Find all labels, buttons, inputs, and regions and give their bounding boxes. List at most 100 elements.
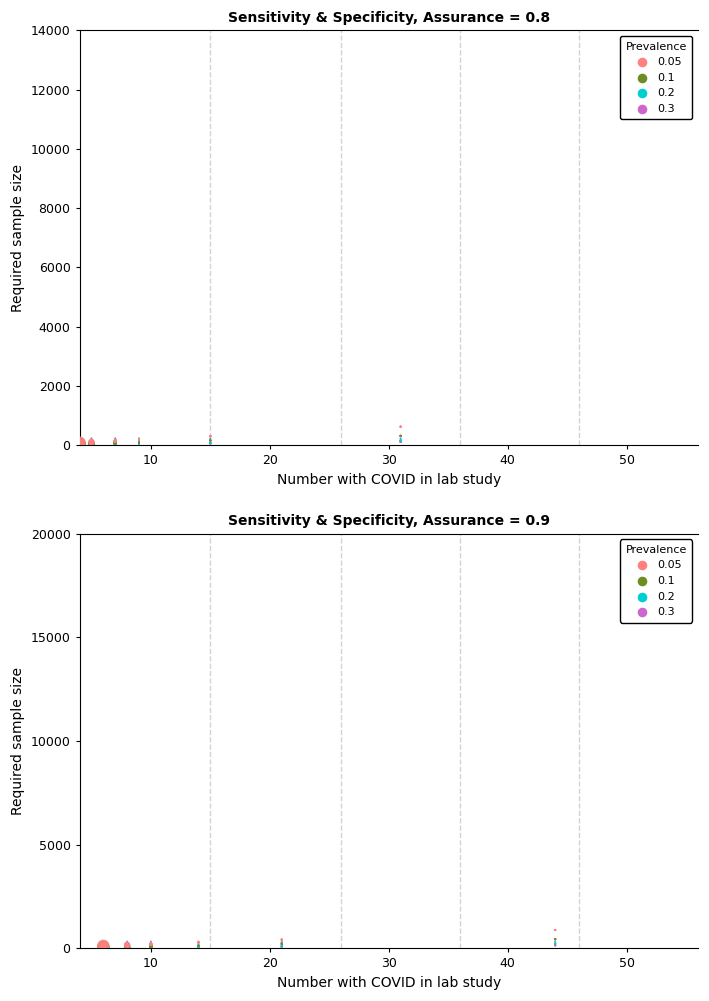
Point: [121, 939, 133, 955]
Point: [133, 431, 145, 447]
Point: [145, 940, 157, 956]
Point: [145, 936, 157, 952]
Point: [145, 940, 157, 956]
Point: [395, 432, 406, 448]
Point: [74, 435, 85, 451]
Point: [74, 436, 85, 452]
Point: [205, 434, 216, 450]
Point: [121, 940, 133, 956]
Point: [276, 934, 287, 950]
Point: [205, 431, 216, 447]
Point: [98, 938, 109, 954]
Point: [74, 435, 85, 451]
Point: [133, 434, 145, 450]
Point: [86, 435, 97, 451]
Point: [110, 435, 121, 451]
Point: [86, 434, 97, 450]
Point: [276, 936, 287, 952]
Point: [86, 436, 97, 452]
Point: [74, 435, 85, 451]
Point: [145, 939, 157, 955]
Point: [145, 935, 157, 951]
Point: [145, 939, 157, 955]
Point: [121, 940, 133, 956]
Point: [86, 436, 97, 452]
Point: [110, 436, 121, 452]
Point: [276, 938, 287, 954]
Point: [98, 938, 109, 954]
Point: [549, 937, 561, 953]
Point: [145, 939, 157, 955]
Point: [110, 436, 121, 452]
Point: [133, 435, 145, 451]
Point: [121, 939, 133, 955]
Point: [276, 936, 287, 952]
Point: [86, 435, 97, 451]
Point: [133, 435, 145, 451]
Point: [145, 939, 157, 955]
Point: [133, 435, 145, 451]
Point: [98, 940, 109, 956]
Point: [74, 435, 85, 451]
Point: [121, 940, 133, 956]
Point: [276, 939, 287, 955]
Point: [549, 922, 561, 938]
Point: [110, 435, 121, 451]
Point: [86, 434, 97, 450]
Point: [110, 434, 121, 450]
Point: [276, 938, 287, 954]
Point: [133, 434, 145, 450]
Point: [145, 939, 157, 955]
Point: [121, 937, 133, 953]
Point: [193, 934, 204, 950]
Point: [133, 436, 145, 452]
Point: [276, 934, 287, 950]
Point: [276, 938, 287, 954]
Point: [395, 430, 406, 446]
Point: [276, 935, 287, 951]
Point: [395, 434, 406, 450]
Point: [121, 939, 133, 955]
Point: [121, 940, 133, 956]
Point: [276, 936, 287, 952]
Point: [145, 938, 157, 954]
Point: [74, 434, 85, 450]
Point: [145, 936, 157, 952]
Point: [549, 934, 561, 950]
Point: [121, 935, 133, 951]
Point: [86, 431, 97, 447]
Point: [395, 432, 406, 448]
Point: [193, 935, 204, 951]
Point: [121, 937, 133, 953]
Point: [74, 434, 85, 450]
Point: [193, 939, 204, 955]
Point: [110, 432, 121, 448]
Point: [205, 430, 216, 446]
Point: [98, 940, 109, 956]
Point: [205, 432, 216, 448]
Point: [205, 428, 216, 444]
Point: [193, 935, 204, 951]
Legend: 0.05, 0.1, 0.2, 0.3: 0.05, 0.1, 0.2, 0.3: [620, 36, 692, 119]
Point: [98, 935, 109, 951]
Point: [276, 932, 287, 948]
Point: [193, 939, 204, 955]
Point: [193, 937, 204, 953]
Point: [74, 436, 85, 452]
Point: [86, 434, 97, 450]
Point: [276, 938, 287, 954]
Point: [86, 436, 97, 452]
Point: [193, 939, 204, 955]
Point: [395, 434, 406, 450]
Point: [193, 935, 204, 951]
Point: [395, 427, 406, 443]
Point: [121, 939, 133, 955]
Y-axis label: Required sample size: Required sample size: [11, 667, 25, 815]
Point: [98, 939, 109, 955]
Point: [98, 939, 109, 955]
Point: [276, 932, 287, 948]
Point: [121, 938, 133, 954]
Point: [86, 434, 97, 450]
Point: [110, 436, 121, 452]
Point: [145, 936, 157, 952]
